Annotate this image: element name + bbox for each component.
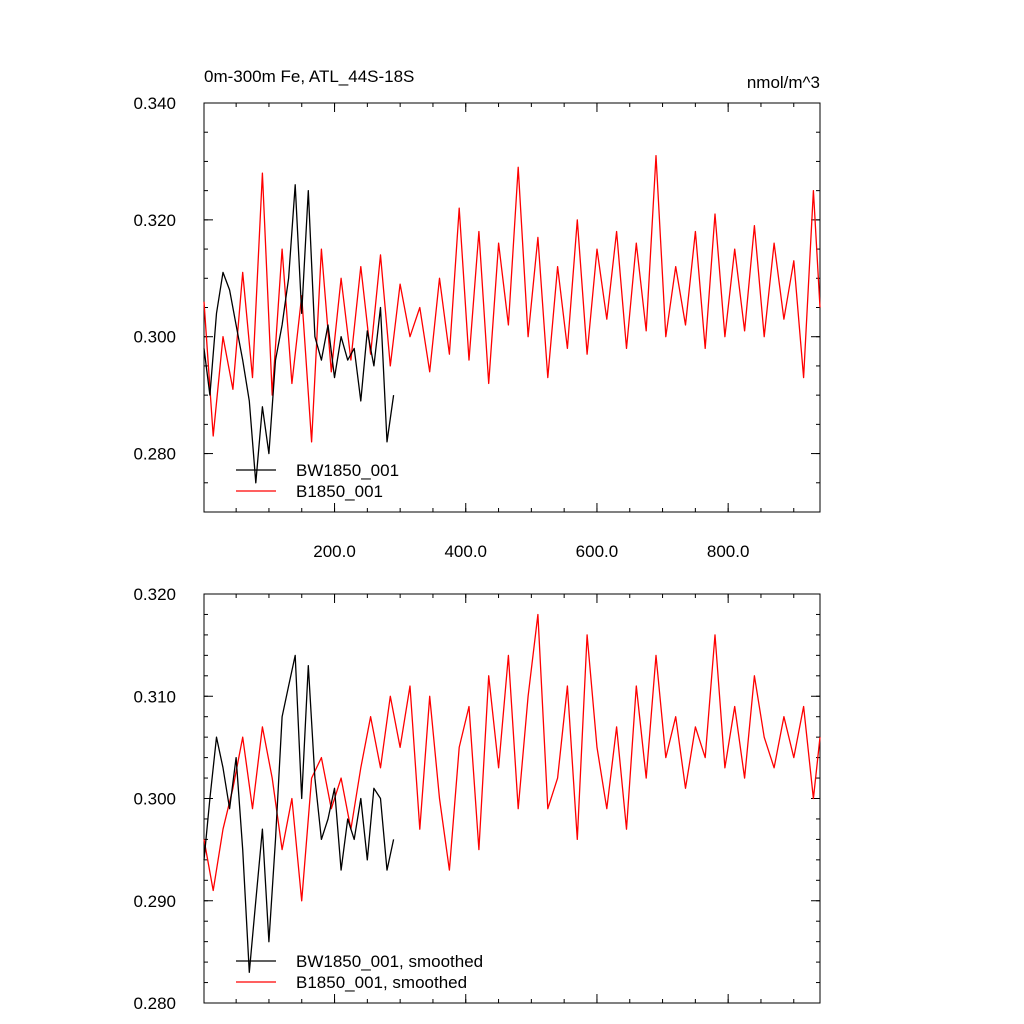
x-tick-label: 200.0 — [313, 542, 356, 561]
x-tick-label: 800.0 — [707, 542, 750, 561]
y-tick-label: 0.280 — [133, 994, 176, 1013]
plot-frame — [203, 593, 821, 1004]
series-line-1 — [203, 613, 821, 902]
legend-label: B1850_001, smoothed — [296, 973, 467, 992]
y-tick-label: 0.340 — [133, 94, 176, 113]
legend-label: B1850_001 — [296, 482, 383, 501]
y-tick-label: 0.320 — [133, 211, 176, 230]
legend-label: BW1850_001, smoothed — [296, 952, 483, 971]
series-line-0 — [203, 184, 395, 484]
bottom-panel: 0.320 0.310 0.300 0.290 0.280 BW1850_001, smo… — [133, 585, 821, 1013]
series-line-1 — [203, 154, 821, 443]
x-tick-label: 400.0 — [444, 542, 487, 561]
units-label: nmol/m^3 — [747, 73, 820, 92]
y-tick-label: 0.310 — [133, 687, 176, 706]
x-tick-label: 600.0 — [576, 542, 619, 561]
y-tick-label: 0.300 — [133, 328, 176, 347]
y-tick-label: 0.290 — [133, 892, 176, 911]
y-tick-label: 0.300 — [133, 790, 176, 809]
y-tick-label: 0.280 — [133, 445, 176, 464]
chart-title: 0m-300m Fe, ATL_44S-18S — [204, 67, 414, 86]
top-panel: 0.340 0.320 0.300 0.280 200.0 400.0 600.0 800.0… — [133, 94, 821, 561]
series-line-0 — [203, 654, 395, 973]
legend-label: BW1850_001 — [296, 461, 399, 480]
y-tick-label: 0.320 — [133, 585, 176, 604]
